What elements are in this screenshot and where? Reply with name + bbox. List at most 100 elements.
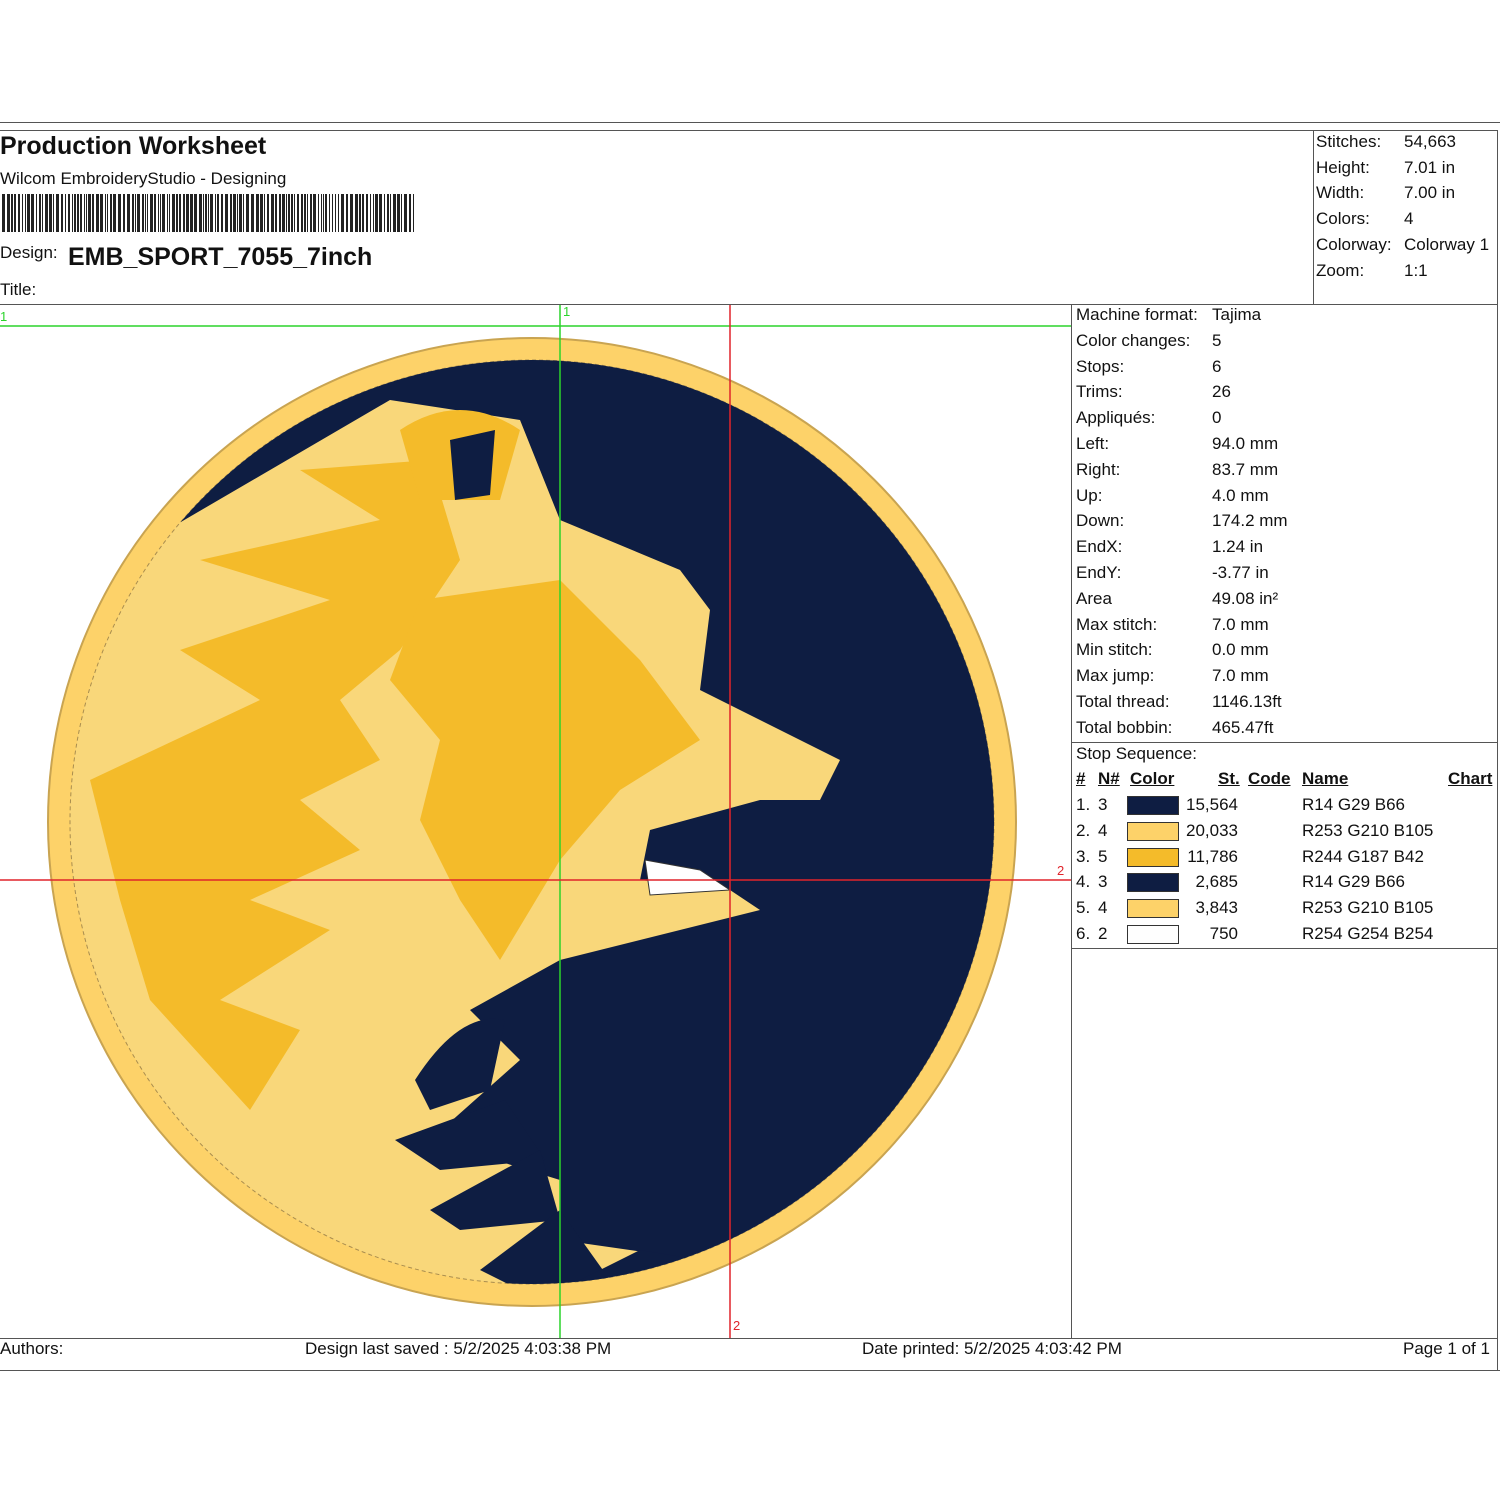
- machine-value: 4.0 mm: [1212, 485, 1269, 505]
- summary-value: 54,663: [1404, 132, 1456, 151]
- page-number: Page 1 of 1: [1403, 1339, 1490, 1358]
- machine-value: 6: [1212, 356, 1222, 376]
- rule: [0, 122, 1500, 123]
- machine-label: Right:: [1076, 459, 1121, 479]
- saved-date: Design last saved : 5/2/2025 4:03:38 PM: [305, 1339, 612, 1358]
- lion-design: [47, 337, 1017, 1307]
- machine-label: Left:: [1076, 434, 1110, 453]
- needle: 4: [1098, 820, 1108, 840]
- machine-label: Max stitch:: [1076, 614, 1158, 634]
- column-header: Code: [1248, 769, 1291, 788]
- machine-value: 94.0 mm: [1212, 434, 1279, 453]
- stitches: 3,843: [1195, 898, 1238, 918]
- title: Production Worksheet: [0, 132, 267, 160]
- summary-value: 1:1: [1404, 260, 1428, 280]
- rule: [0, 1338, 1497, 1339]
- rule: [0, 1370, 1500, 1371]
- color-name: R254 G254 B254: [1302, 924, 1434, 943]
- machine-label: Total bobbin:: [1076, 717, 1173, 737]
- title-label: Title:: [0, 280, 37, 299]
- machine-label: EndY:: [1076, 563, 1122, 582]
- machine-value: 0.0 mm: [1212, 640, 1269, 660]
- stitches: 20,033: [1186, 820, 1238, 840]
- color-name: R14 G29 B66: [1302, 795, 1406, 814]
- color-name: R14 G29 B66: [1302, 872, 1406, 892]
- row-index: 3.: [1076, 846, 1091, 866]
- row-index: 2.: [1076, 820, 1091, 840]
- color-swatch: [1127, 925, 1179, 944]
- machine-value: 465.47ft: [1212, 717, 1274, 737]
- summary-label: Colorway:: [1316, 234, 1392, 254]
- summary-label: Colors:: [1316, 209, 1370, 229]
- design-name: EMB_SPORT_7055_7inch: [68, 243, 373, 271]
- machine-label: Up:: [1076, 485, 1103, 505]
- machine-label: Machine format:: [1076, 305, 1198, 324]
- machine-value: 49.08 in²: [1212, 588, 1279, 608]
- machine-label: Appliqués:: [1076, 408, 1156, 428]
- column-header: N#: [1098, 769, 1120, 788]
- axis-marker: 1: [563, 304, 571, 319]
- design-label: Design:: [0, 243, 58, 262]
- machine-value: 7.0 mm: [1212, 614, 1269, 634]
- machine-label: Area: [1076, 588, 1112, 608]
- stop-title: Stop Sequence:: [1076, 744, 1197, 763]
- color-swatch: [1127, 821, 1179, 841]
- machine-value: 5: [1212, 330, 1222, 350]
- rule: [0, 130, 1497, 131]
- machine-value: 0: [1212, 408, 1222, 428]
- machine-value: 7.0 mm: [1212, 666, 1269, 686]
- column-header: Chart: [1448, 769, 1493, 788]
- machine-label: Min stitch:: [1076, 640, 1153, 660]
- machine-value: 26: [1212, 382, 1231, 402]
- summary-value: 4: [1404, 209, 1414, 229]
- column-header: #: [1076, 769, 1086, 788]
- machine-label: Trims:: [1076, 382, 1123, 402]
- color-swatch: [1127, 899, 1179, 919]
- machine-label: Total thread:: [1076, 692, 1170, 711]
- color-swatch: [1127, 873, 1179, 893]
- summary-value: Colorway 1: [1404, 234, 1490, 254]
- color-swatch: [1127, 796, 1179, 815]
- stitches: 15,564: [1186, 795, 1238, 814]
- machine-value: -3.77 in: [1212, 563, 1269, 582]
- color-name: R253 G210 B105: [1302, 820, 1434, 840]
- machine-label: Down:: [1076, 511, 1125, 531]
- rule: [0, 304, 1497, 305]
- machine-label: Max jump:: [1076, 666, 1155, 686]
- axis-marker: 1: [0, 309, 8, 324]
- summary-label: Width:: [1316, 183, 1365, 203]
- axis-marker: 2: [733, 1318, 741, 1333]
- color-name: R253 G210 B105: [1302, 898, 1434, 918]
- authors: Authors:: [0, 1339, 64, 1358]
- needle: 4: [1098, 898, 1108, 918]
- rule: [1071, 742, 1497, 743]
- summary-label: Stitches:: [1316, 132, 1382, 151]
- summary-label: Zoom:: [1316, 260, 1365, 280]
- color-swatch: [1127, 847, 1179, 867]
- needle: 5: [1098, 846, 1108, 866]
- summary-value: 7.01 in: [1404, 157, 1456, 177]
- machine-label: EndX:: [1076, 537, 1123, 557]
- row-index: 1.: [1076, 795, 1091, 814]
- color-name: R244 G187 B42: [1302, 846, 1424, 866]
- rule: [1071, 304, 1072, 1338]
- machine-label: Color changes:: [1076, 330, 1191, 350]
- subtitle: Wilcom EmbroideryStudio - Designing: [0, 169, 287, 188]
- axis-marker: 2: [1057, 863, 1065, 878]
- machine-label: Stops:: [1076, 356, 1125, 376]
- needle: 3: [1098, 795, 1108, 814]
- machine-value: 1.24 in: [1212, 537, 1264, 557]
- row-index: 5.: [1076, 898, 1091, 918]
- machine-value: 1146.13ft: [1212, 692, 1282, 711]
- summary-label: Height:: [1316, 157, 1370, 177]
- stitches: 2,685: [1195, 872, 1238, 892]
- printed-date: Date printed: 5/2/2025 4:03:42 PM: [862, 1339, 1122, 1358]
- column-header: St.: [1218, 769, 1240, 788]
- row-index: 4.: [1076, 872, 1091, 892]
- barcode: [2, 194, 414, 232]
- machine-value: Tajima: [1212, 305, 1262, 324]
- machine-value: 174.2 mm: [1212, 511, 1288, 531]
- stitches: 750: [1209, 924, 1238, 943]
